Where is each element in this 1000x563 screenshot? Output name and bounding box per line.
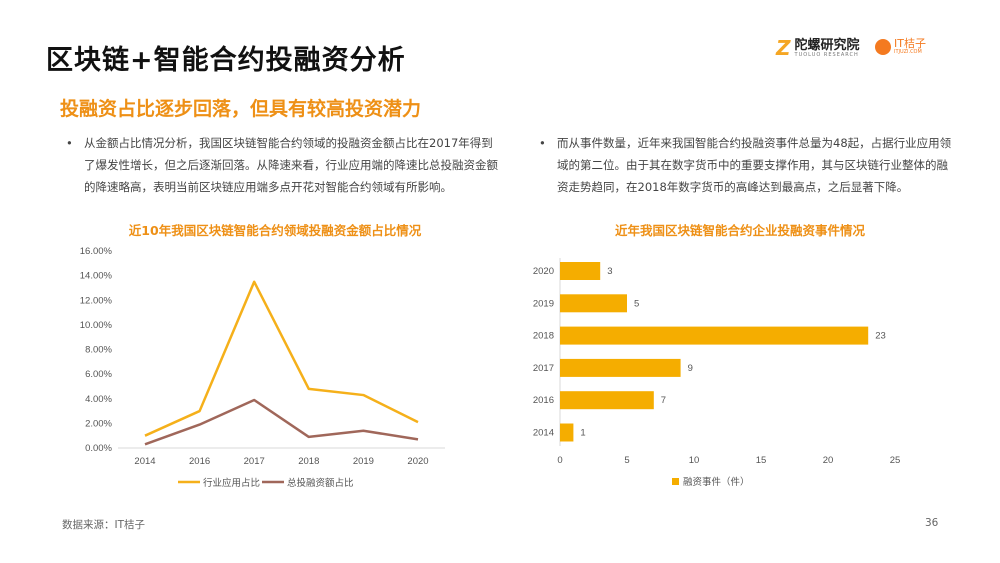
x-tick-label: 15 bbox=[756, 455, 767, 466]
y-tick-label: 2019 bbox=[533, 298, 554, 309]
tuoluo-mark-icon: Z bbox=[776, 36, 791, 60]
tuoluo-logo: Z 陀螺研究院 TUOLUO RESEARCH bbox=[776, 36, 860, 60]
legend-label: 行业应用占比 bbox=[203, 477, 260, 489]
paragraph-events: • 而从事件数量，近年来我国智能合约投融资事件总量为48起，占据行业应用领域的第… bbox=[539, 132, 957, 198]
x-tick-label: 2017 bbox=[244, 456, 265, 467]
x-tick-label: 2014 bbox=[134, 456, 155, 467]
page-title: 区块链+智能合约投融资分析 bbox=[46, 45, 406, 76]
bar-2016 bbox=[560, 391, 654, 410]
data-label: 5 bbox=[634, 298, 639, 309]
bar-2014 bbox=[560, 423, 574, 442]
tuoluo-name: 陀螺研究院 bbox=[794, 37, 860, 53]
y-tick-label: 2014 bbox=[533, 428, 554, 439]
data-label: 9 bbox=[688, 363, 693, 374]
y-tick-label: 2018 bbox=[533, 331, 554, 342]
y-tick-label: 2.00% bbox=[85, 418, 112, 429]
y-tick-label: 2016 bbox=[533, 395, 554, 406]
bullet: • bbox=[539, 136, 546, 150]
page-number: 36 bbox=[925, 517, 939, 529]
data-source: 数据来源：IT桔子 bbox=[62, 519, 146, 531]
y-tick-label: 2020 bbox=[533, 266, 554, 277]
y-tick-label: 14.00% bbox=[80, 271, 113, 282]
series-line-2 bbox=[144, 398, 419, 446]
line-chart-title: 近10年我国区块链智能合约领域投融资金额占比情况 bbox=[128, 223, 422, 238]
orange-icon bbox=[875, 38, 891, 55]
data-label: 7 bbox=[661, 395, 666, 406]
x-tick-label: 0 bbox=[557, 455, 562, 466]
x-tick-label: 25 bbox=[890, 455, 901, 466]
bar-2017 bbox=[560, 358, 681, 377]
series-line-1 bbox=[144, 280, 419, 437]
y-tick-label: 4.00% bbox=[85, 394, 112, 405]
x-tick-label: 10 bbox=[689, 455, 700, 466]
y-tick-label: 0.00% bbox=[85, 443, 112, 454]
x-tick-label: 20 bbox=[823, 455, 834, 466]
x-tick-label: 2019 bbox=[353, 456, 374, 467]
bar-chart-title: 近年我国区块链智能合约企业投融资事件情况 bbox=[614, 223, 865, 238]
data-label: 1 bbox=[580, 428, 585, 439]
itjuzi-logo: IT桔子 ITJUZI.COM bbox=[875, 38, 926, 55]
y-tick-label: 2017 bbox=[533, 363, 554, 374]
bullet: • bbox=[66, 136, 73, 150]
y-tick-label: 6.00% bbox=[85, 369, 112, 380]
page-subtitle: 投融资占比逐步回落，但具有较高投资潜力 bbox=[60, 98, 422, 120]
x-tick-label: 2020 bbox=[407, 456, 428, 467]
bar-2018 bbox=[560, 326, 869, 345]
data-label: 23 bbox=[875, 331, 886, 342]
legend-label: 总投融资额占比 bbox=[287, 477, 354, 489]
y-tick-label: 12.00% bbox=[80, 295, 113, 306]
paragraph-text: 而从事件数量，近年来我国智能合约投融资事件总量为48起，占据行业应用领域的第二位… bbox=[557, 136, 952, 194]
itjuzi-name: IT桔子 bbox=[894, 37, 926, 50]
y-tick-label: 16.00% bbox=[80, 246, 113, 257]
itjuzi-tagline: ITJUZI.COM bbox=[894, 49, 922, 55]
tuoluo-tagline: TUOLUO RESEARCH bbox=[794, 51, 859, 58]
x-tick-label: 5 bbox=[624, 455, 629, 466]
x-tick-label: 2016 bbox=[189, 456, 210, 467]
legend-label: 融资事件（件） bbox=[683, 476, 750, 488]
data-label: 3 bbox=[607, 266, 612, 277]
x-tick-label: 2018 bbox=[298, 456, 319, 467]
legend-swatch bbox=[672, 478, 679, 485]
y-tick-label: 8.00% bbox=[85, 345, 112, 356]
bar-2019 bbox=[560, 294, 627, 313]
y-tick-label: 10.00% bbox=[80, 320, 113, 331]
paragraph-amount: • 从金额占比情况分析，我国区块链智能合约领域的投融资金额占比在2017年得到了… bbox=[66, 132, 504, 198]
bar-2020 bbox=[560, 262, 601, 280]
paragraph-text: 从金额占比情况分析，我国区块链智能合约领域的投融资金额占比在2017年得到了爆发… bbox=[84, 136, 498, 194]
